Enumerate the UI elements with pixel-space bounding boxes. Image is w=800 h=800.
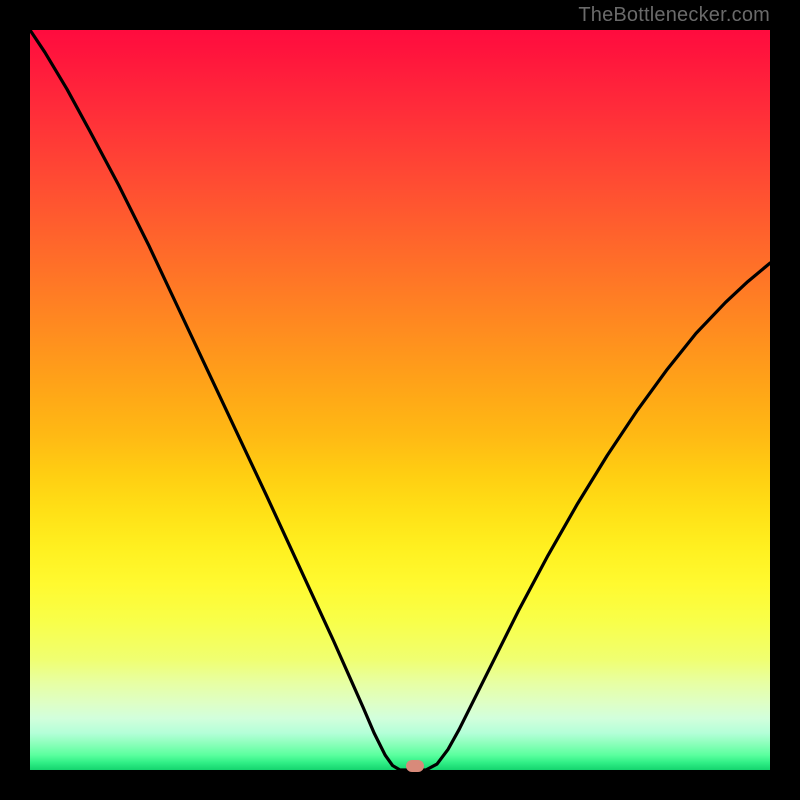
watermark-text: TheBottlenecker.com (578, 4, 770, 27)
plot-area (30, 30, 770, 770)
optimal-marker (406, 760, 424, 772)
figure-canvas: TheBottlenecker.com (0, 0, 800, 800)
bottleneck-curve (30, 30, 770, 770)
curve-path (30, 30, 770, 770)
